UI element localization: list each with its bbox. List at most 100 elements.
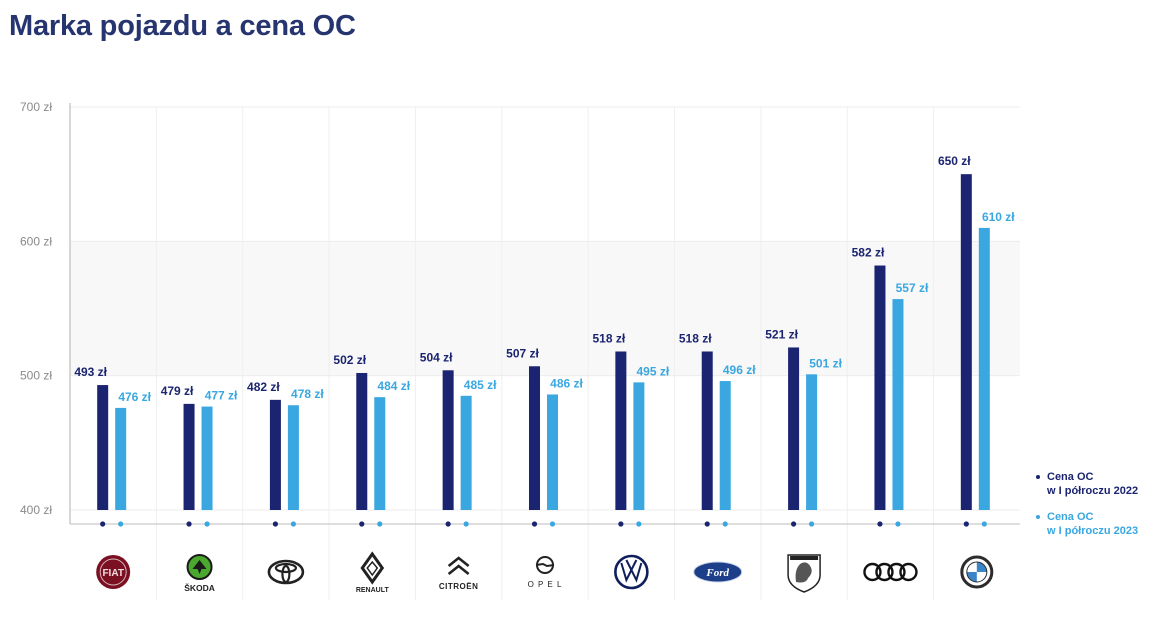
toyota-mid (281, 564, 291, 584)
axis-dot-2023 (290, 521, 297, 527)
fiat-badge (96, 555, 131, 589)
data-label-2023: 501 zł (809, 356, 842, 370)
citroen-text: CITROËN (439, 582, 479, 591)
plot-band (70, 241, 1020, 376)
bmw-logo-icon (960, 555, 994, 589)
axis-dot-2023 (981, 521, 987, 527)
audi-ring (863, 562, 882, 582)
fiat-text: FIAT (102, 568, 123, 579)
bar-2022-fiat (97, 385, 109, 510)
y-tick-label: 700 zł (20, 100, 52, 114)
ford-logo-icon: Ford (693, 561, 743, 583)
axis-dot-2022 (445, 521, 451, 527)
audi-ring (899, 562, 918, 582)
axis-dot-2022 (272, 521, 279, 527)
bar-2023-volkswagen (633, 382, 645, 510)
axis-dot-2022 (877, 521, 883, 527)
data-label-2022: 521 zł (765, 327, 798, 341)
data-label-2022: 650 zł (938, 154, 971, 168)
data-label-2022: 518 zł (593, 331, 626, 345)
legend-dot-2022 (1036, 475, 1040, 479)
data-label-2023: 485 zł (464, 378, 497, 392)
bar-2022-volkswagen (615, 351, 627, 510)
axis-dot-2023 (377, 521, 383, 527)
bar-2022-peugeot (788, 347, 800, 510)
data-label-2023: 477 zł (205, 389, 238, 403)
ford-text: Ford (705, 567, 729, 579)
legend: Cena OC w I półroczu 2022 Cena OC w I pó… (1035, 470, 1153, 550)
axis-dot-2022 (531, 521, 538, 527)
axis-dot-2023 (204, 521, 210, 527)
axis-dot-2023 (722, 521, 728, 527)
bar-2023-citroën (460, 395, 472, 510)
data-label-2023: 495 zł (637, 364, 670, 378)
data-label-2022: 502 zł (333, 353, 366, 367)
bar-2022-škoda (183, 403, 195, 510)
bar-2022-citroën (442, 370, 454, 510)
opel-text: O P E L (528, 580, 563, 589)
ford-oval (693, 561, 743, 583)
axis-dot-2022 (100, 521, 106, 527)
bmw-inner (966, 561, 988, 583)
opel-bolt (535, 562, 555, 568)
bar-2023-toyota (287, 405, 299, 510)
peugeot-band (790, 556, 819, 560)
skoda-text: ŠKODA (184, 582, 215, 593)
bar-2023-audi (892, 299, 904, 510)
skoda-logo-icon: ŠKODA (184, 554, 215, 593)
legend-dot-2023 (1036, 515, 1040, 519)
bar-2022-ford (701, 351, 713, 510)
toyota-logo-icon (267, 559, 305, 585)
data-label-2023: 610 zł (982, 210, 1015, 224)
renault-inner (366, 560, 379, 577)
data-label-2022: 504 zł (420, 350, 453, 364)
axis-dot-2022 (790, 521, 797, 527)
bar-2023-peugeot (806, 374, 818, 510)
skoda-arrow (192, 560, 207, 574)
chart-title: Marka pojazdu a cena OC (9, 10, 356, 42)
renault-diamond (360, 551, 385, 585)
axis-dot-2022 (704, 521, 710, 527)
peugeot-lion (795, 562, 812, 583)
fiat-logo-icon: FIAT (96, 555, 131, 589)
data-label-2022: 479 zł (161, 384, 194, 398)
data-label-2023: 484 zł (377, 379, 410, 393)
audi-logo-icon (863, 562, 918, 582)
fiat-ring (99, 558, 127, 586)
citroen-logo-icon: CITROËN (439, 556, 479, 591)
legend-label-2023: Cena OC w I półroczu 2023 (1047, 511, 1139, 537)
y-tick-label: 500 zł (20, 369, 52, 383)
audi-ring (887, 562, 906, 582)
axis-dot-2022 (186, 521, 192, 527)
data-label-2023: 486 zł (550, 376, 583, 390)
data-label-2022: 507 zł (506, 346, 539, 360)
bar-2023-renault (374, 397, 386, 510)
data-label-2023: 557 zł (896, 281, 929, 295)
bar-2023-opel (547, 394, 558, 510)
data-label-2023: 476 zł (118, 390, 151, 404)
y-tick-label: 600 zł (20, 234, 52, 248)
axis-dot-2022 (963, 521, 969, 527)
legend-item-2023: Cena OC w I półroczu 2023 (1035, 510, 1153, 538)
bmw-quarter-1 (976, 562, 987, 572)
bar-2022-audi (874, 265, 886, 510)
axis-dot-2022 (359, 521, 365, 527)
y-tick-label: 400 zł (20, 503, 52, 517)
data-label-2023: 496 zł (723, 363, 756, 377)
bar-2022-opel (529, 366, 540, 510)
data-label-2023: 478 zł (291, 387, 324, 401)
citroen-chevron-1 (447, 556, 470, 568)
bar-2023-škoda (201, 406, 213, 510)
bar-2023-fiat (115, 407, 127, 510)
bmw-quarter-2 (966, 572, 977, 582)
peugeot-logo-icon (787, 554, 821, 593)
toyota-top (274, 562, 298, 574)
axis-dot-2023 (636, 521, 642, 527)
opel-logo-icon: O P E L (528, 556, 563, 589)
axis-dot-2023 (549, 521, 556, 527)
data-label-2022: 482 zł (247, 380, 280, 394)
vw-v (625, 559, 638, 573)
data-label-2022: 582 zł (852, 246, 885, 260)
data-label-2022: 493 zł (74, 365, 107, 379)
